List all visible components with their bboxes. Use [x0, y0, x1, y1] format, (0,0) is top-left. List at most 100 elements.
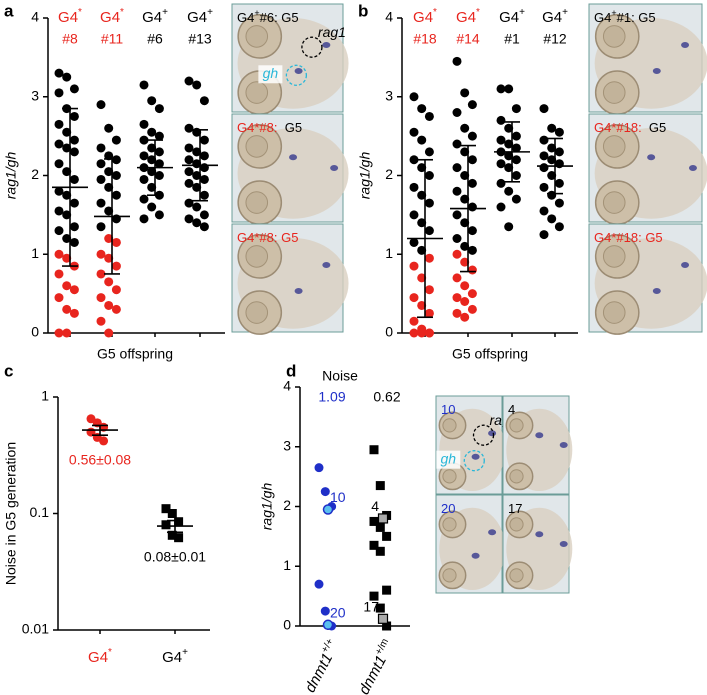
point: [161, 520, 171, 530]
point: [199, 151, 209, 161]
category-label: G4*: [88, 647, 112, 666]
category-name: G4: [542, 9, 562, 26]
panel-letter: c: [4, 361, 13, 380]
point: [554, 127, 564, 137]
category-label: dnmt1+/+: [300, 637, 343, 695]
image-caption: G4+#6: G5: [237, 8, 299, 25]
point: [409, 210, 419, 220]
category-number: #13: [188, 31, 212, 47]
point: [174, 533, 184, 543]
point: [452, 234, 462, 243]
stain-spot: [652, 287, 661, 294]
category-label: dnmt1+/m: [354, 637, 398, 695]
point: [111, 237, 121, 247]
point: [382, 585, 392, 595]
rag1-label: rag1: [318, 24, 346, 40]
point: [467, 202, 477, 212]
point: [184, 155, 194, 165]
point: [104, 123, 114, 133]
point: [504, 163, 514, 173]
point: [554, 147, 564, 157]
point: [467, 245, 477, 255]
point: [99, 436, 109, 446]
point: [184, 76, 194, 86]
point: [54, 88, 64, 98]
point-label: 20: [330, 605, 346, 621]
point: [452, 273, 462, 283]
point: [460, 297, 470, 306]
point: [192, 147, 202, 157]
point: [467, 100, 477, 110]
caption-part: G4: [237, 10, 254, 25]
point: [496, 202, 506, 212]
caption-part: +: [254, 8, 259, 18]
panel-letter: a: [4, 1, 14, 20]
image-caption: G4*#18: G5: [594, 230, 663, 245]
point: [54, 68, 64, 78]
category-name: G4: [58, 9, 78, 26]
point: [96, 143, 106, 153]
point: [69, 84, 79, 94]
category-name: dnmt1: [302, 651, 337, 695]
point: [417, 245, 427, 255]
point: [192, 218, 202, 228]
category-sup: +: [182, 647, 188, 658]
caption-part: G4*#8: G5: [237, 230, 298, 245]
y-tick-label: 4: [283, 378, 291, 394]
point: [154, 171, 164, 180]
stain-spot: [559, 442, 568, 448]
stain-spot: [471, 552, 480, 559]
point: [199, 174, 209, 184]
point: [539, 151, 549, 161]
point: [54, 119, 64, 129]
category-number: #11: [101, 31, 124, 47]
caption-part: G5: [277, 120, 302, 135]
category-sup: +/m: [373, 637, 391, 657]
point: [504, 84, 514, 94]
point: [409, 127, 419, 137]
point: [147, 202, 157, 212]
embryo-lens: [602, 135, 626, 158]
stain-spot: [488, 430, 497, 437]
point: [409, 155, 419, 165]
y-tick-label: 0.01: [22, 621, 49, 637]
point: [382, 531, 392, 541]
y-axis-label: rag1/gh: [3, 152, 19, 200]
category-label: G4*: [100, 7, 124, 26]
point: [539, 206, 549, 216]
category-label: G4+: [542, 7, 568, 26]
point: [54, 159, 64, 169]
category-number: #1: [504, 31, 520, 47]
caption-part: #6: G5: [260, 10, 299, 25]
category-name: G4: [100, 9, 120, 26]
point: [96, 222, 106, 232]
point: [377, 613, 389, 624]
image-caption: G4*#18: G5: [594, 120, 666, 135]
point: [409, 237, 419, 247]
point: [199, 96, 209, 106]
embryo-lens: [245, 245, 269, 268]
point: [96, 198, 106, 208]
point: [54, 206, 64, 216]
noise-value: 0.62: [373, 389, 400, 405]
category-sup: +: [162, 7, 168, 18]
point: [111, 135, 121, 145]
point: [147, 143, 157, 153]
point: [199, 190, 209, 200]
point: [96, 249, 106, 259]
gh-circle: [463, 450, 485, 472]
embryo-lens: [442, 418, 457, 433]
point: [417, 218, 427, 228]
point: [460, 123, 470, 133]
point: [539, 104, 549, 114]
y-tick-label: 0: [31, 324, 39, 340]
point: [314, 579, 324, 589]
point: [460, 88, 470, 98]
embryo-lens: [442, 568, 457, 583]
point: [452, 139, 462, 149]
panel-letter: d: [286, 361, 296, 380]
point: [504, 222, 514, 232]
rag1-circle: [301, 36, 323, 58]
point: [54, 186, 64, 196]
point: [369, 540, 379, 550]
